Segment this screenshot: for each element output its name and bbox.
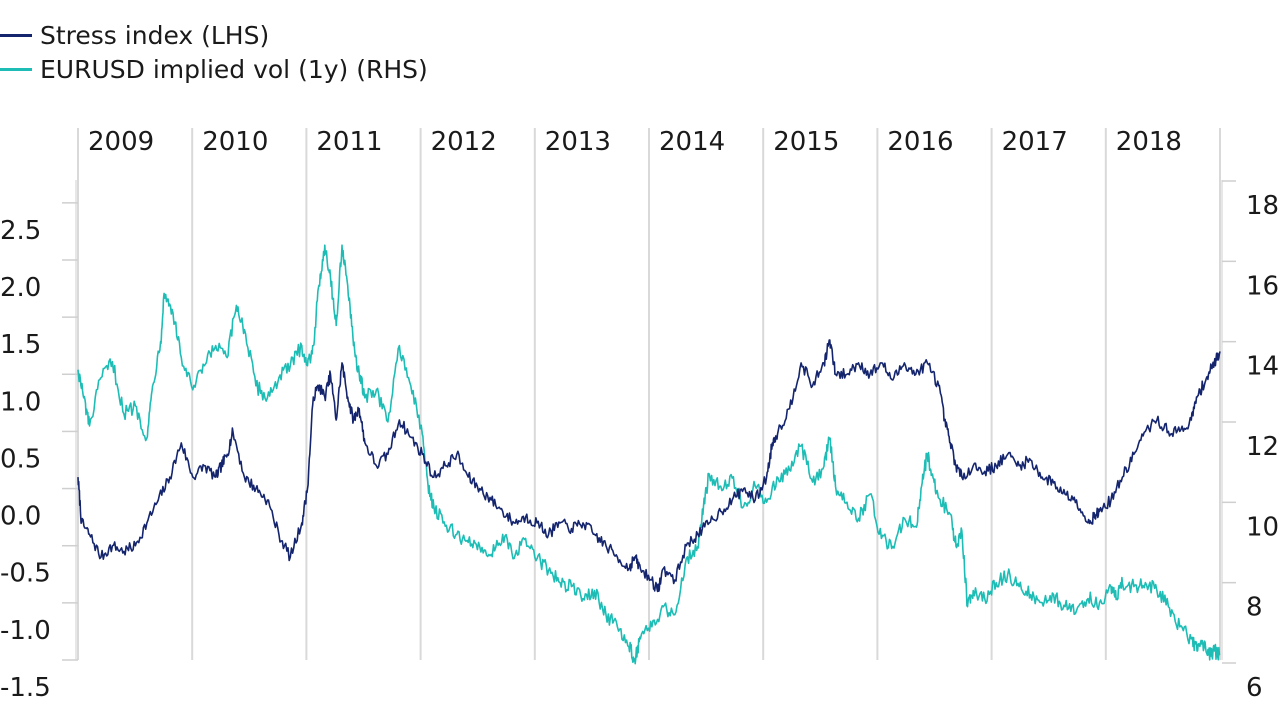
series-lines: [77, 244, 1221, 665]
legend-label-stress-index: Stress index (LHS): [40, 20, 270, 50]
left-tick-label: -1.0: [0, 616, 51, 646]
series-line-eurusd-vol: [77, 244, 1221, 665]
tick-labels: 2009 2010 2011 2012 2013 2014 2015 2016 2017 2018…: [0, 127, 1279, 703]
right-tick-label: 8: [1246, 593, 1263, 623]
y-axes: [62, 180, 1236, 664]
x-tick-label-2010: 2010: [202, 127, 268, 157]
legend-swatch-eurusd-vol: [0, 67, 32, 71]
right-tick-label: 18: [1246, 191, 1279, 221]
x-tick-label-2009: 2009: [88, 127, 154, 157]
left-tick-label: 2.5: [0, 216, 41, 246]
left-tick-label: -1.5: [0, 673, 51, 703]
x-tick-label-2012: 2012: [431, 127, 497, 157]
right-tick-label: 12: [1246, 432, 1279, 462]
right-tick-label: 16: [1246, 271, 1279, 301]
right-tick-label: 6: [1246, 673, 1263, 703]
legend-item-stress-index: Stress index (LHS): [0, 18, 428, 52]
x-tick-label-2013: 2013: [545, 127, 611, 157]
year-gridlines: [77, 128, 1221, 660]
x-tick-label-2015: 2015: [773, 127, 839, 157]
legend-label-eurusd-vol: EURUSD implied vol (1y) (RHS): [40, 54, 428, 84]
right-tick-label: 10: [1246, 512, 1279, 542]
legend-item-eurusd-vol: EURUSD implied vol (1y) (RHS): [0, 52, 428, 86]
x-tick-label-2018: 2018: [1116, 127, 1182, 157]
left-tick-label: 0.5: [0, 444, 41, 474]
x-tick-label-2011: 2011: [316, 127, 382, 157]
x-tick-label-2016: 2016: [887, 127, 953, 157]
left-tick-label: 2.0: [0, 273, 41, 303]
left-tick-label: 1.5: [0, 330, 41, 360]
series-line-stress-index: [77, 339, 1221, 593]
left-tick-label: -0.5: [0, 559, 51, 589]
legend: Stress index (LHS) EURUSD implied vol (1…: [0, 18, 428, 86]
legend-swatch-stress-index: [0, 33, 32, 37]
right-tick-label: 14: [1246, 352, 1279, 382]
left-tick-label: 1.0: [0, 387, 41, 417]
left-tick-label: 0.0: [0, 502, 41, 532]
x-tick-label-2017: 2017: [1002, 127, 1068, 157]
x-tick-label-2014: 2014: [659, 127, 725, 157]
